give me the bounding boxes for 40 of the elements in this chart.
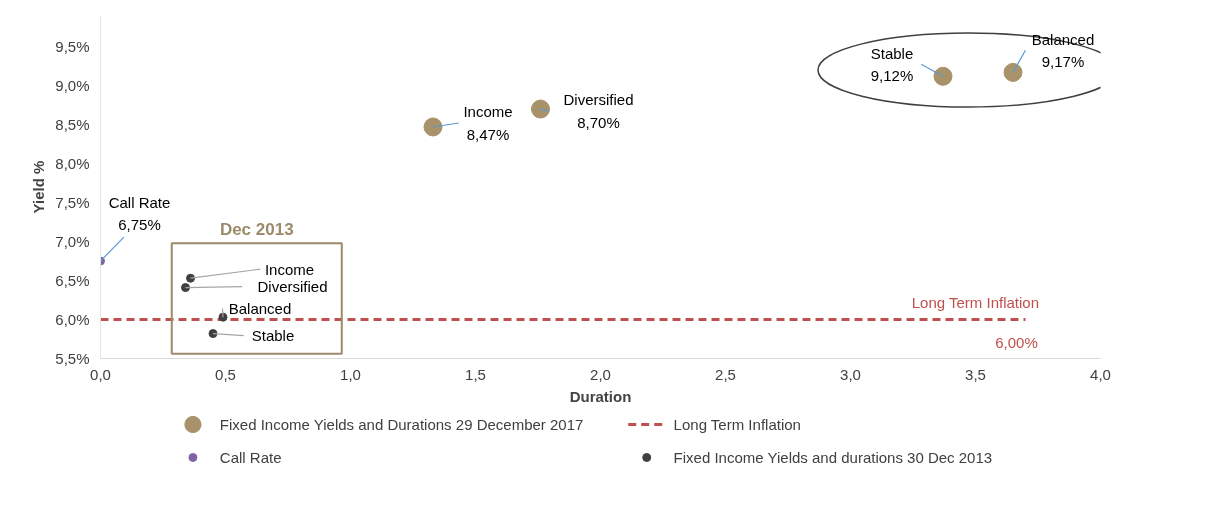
legend-label: Call Rate	[219, 449, 282, 466]
annotation: Dec 2013	[219, 220, 294, 240]
annotation: Income	[264, 260, 315, 278]
point	[1003, 62, 1023, 82]
x-axis-title: Duration	[569, 387, 632, 405]
annotation: Diversified	[257, 278, 328, 296]
x-tick-label: 4,0	[1090, 365, 1111, 383]
annotation: Stable	[251, 327, 295, 345]
y-tick-label: 6,0%	[55, 311, 90, 329]
x-tick-label: 2,5	[715, 365, 736, 383]
point	[531, 99, 550, 119]
y-tick-label: 5,5%	[55, 350, 90, 367]
x-tick-label: 1,5	[465, 365, 486, 383]
y-tick-label: 9,5%	[55, 38, 90, 56]
x-tick-label: 2,0	[590, 365, 611, 383]
y-tick-label: 8,0%	[55, 155, 90, 173]
y-tick-label: 8,5%	[55, 116, 90, 134]
x-tick-label: 0,5	[215, 365, 236, 383]
y-tick-label: 7,5%	[55, 194, 90, 212]
annotation: 6,00%	[995, 334, 1038, 352]
annotation: Diversified 8,70%	[563, 91, 634, 131]
y-tick-label: 7,0%	[55, 233, 90, 251]
x-tick-label: 3,0	[840, 365, 861, 383]
legend-label: Long Term Inflation	[673, 416, 801, 433]
point	[933, 66, 953, 86]
annotation: Long Term Inflation	[911, 294, 1040, 312]
y-tick-label: 9,0%	[55, 77, 90, 95]
legend-label: Fixed Income Yields and durations 30 Dec 2013	[673, 449, 993, 466]
legend-label: Fixed Income Yields and Durations 29 December 2017	[219, 416, 584, 433]
annotation: Balanced	[228, 299, 292, 317]
point	[423, 117, 443, 137]
point	[208, 329, 218, 339]
x-tick-label: 3,5	[965, 365, 986, 383]
x-tick-label: 1,0	[340, 365, 361, 383]
y-axis-title: Yield %	[30, 160, 48, 214]
annotation: Income 8,47%	[463, 103, 513, 143]
x-tick-label: 0,0	[90, 365, 111, 383]
annotation: Call Rate 6,75%	[108, 193, 171, 233]
y-tick-label: 6,5%	[55, 272, 90, 290]
annotation: Stable 9,12%	[870, 44, 914, 84]
